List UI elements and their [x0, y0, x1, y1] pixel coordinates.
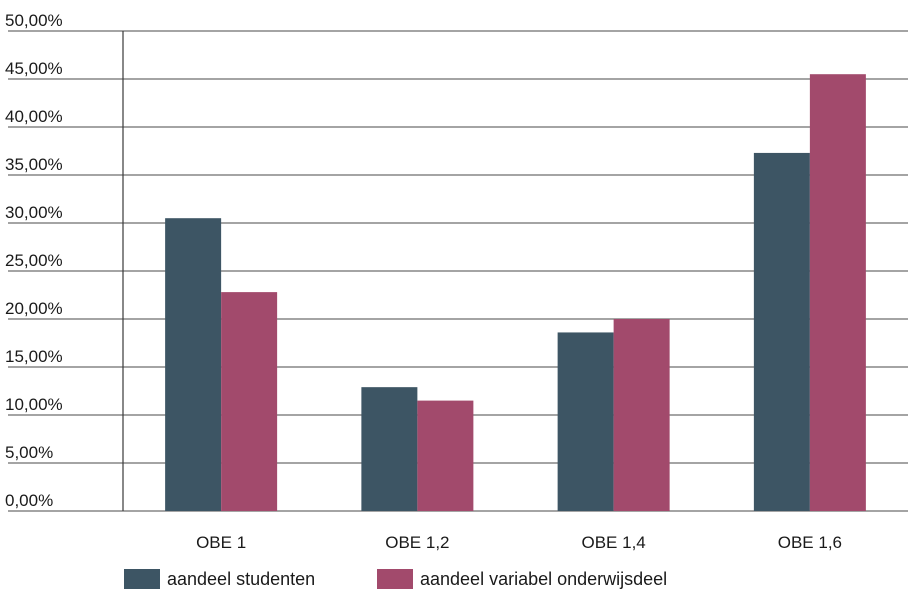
bar: [165, 218, 222, 511]
x-axis-tick-labels: OBE 1 OBE 1,2 OBE 1,4 OBE 1,6: [196, 533, 842, 552]
y-tick-label: 25,00%: [5, 251, 63, 270]
y-tick-label: 0,00%: [5, 491, 53, 510]
x-tick-label: OBE 1,6: [778, 533, 842, 552]
bar: [361, 387, 418, 511]
y-tick-label: 50,00%: [5, 11, 63, 30]
bar: [809, 74, 866, 511]
y-tick-label: 40,00%: [5, 107, 63, 126]
y-tick-label: 15,00%: [5, 347, 63, 366]
legend-swatch: [124, 569, 160, 589]
bar: [613, 319, 670, 511]
bar: [417, 400, 474, 511]
y-axis-tick-labels: 0,00% 5,00% 10,00% 15,00% 20,00% 25,00% 30,00%…: [5, 11, 63, 510]
bar: [221, 292, 278, 511]
bar: [557, 332, 614, 511]
y-tick-label: 45,00%: [5, 59, 63, 78]
y-tick-label: 5,00%: [5, 443, 53, 462]
y-tick-label: 20,00%: [5, 299, 63, 318]
gridlines: [8, 30, 908, 512]
x-tick-label: OBE 1,4: [581, 533, 645, 552]
legend-swatch: [377, 569, 413, 589]
bar: [753, 152, 810, 512]
x-tick-label: OBE 1,2: [385, 533, 449, 552]
bars: [165, 74, 866, 512]
legend: aandeel studenten aandeel variabel onderw…: [124, 569, 667, 589]
y-tick-label: 35,00%: [5, 155, 63, 174]
x-tick-label: OBE 1: [196, 533, 246, 552]
y-tick-label: 30,00%: [5, 203, 63, 222]
legend-label: aandeel variabel onderwijsdeel: [420, 569, 667, 589]
legend-label: aandeel studenten: [167, 569, 315, 589]
y-tick-label: 10,00%: [5, 395, 63, 414]
